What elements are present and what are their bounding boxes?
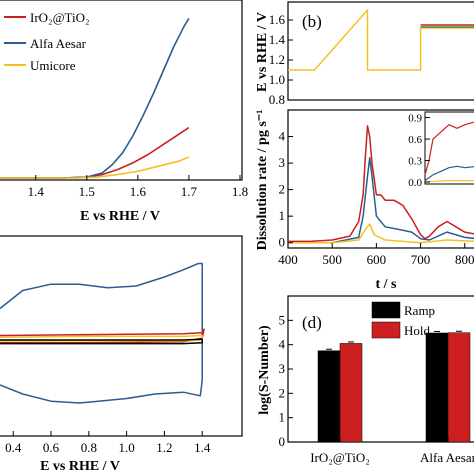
panel-d-ytick-label-0: 5 <box>279 312 286 327</box>
panel-a-xtick-label-0: 1.4 <box>28 184 45 199</box>
panel-c-xtick-label-1: 0.6 <box>43 440 60 455</box>
inset-ytick-label-0: 0.9 <box>408 113 422 125</box>
inset-series-1 <box>424 165 474 182</box>
panel-c-series-3 <box>0 338 203 345</box>
panel-a-series-0 <box>0 126 190 179</box>
legend-swatch-ramp <box>371 301 401 319</box>
inset-series-2 <box>424 180 474 183</box>
panel-d-bar-0-1 <box>339 343 363 443</box>
panel-c-series-0 <box>0 262 203 404</box>
panel-b-bottom-ytick-label-0: 4 <box>279 129 286 144</box>
panel-c-xtick-label-3: 1.0 <box>118 440 134 455</box>
panel-d-bar-1-1 <box>447 332 471 443</box>
panel-a-xtick-label-3: 1.7 <box>181 184 198 199</box>
panel-c-xticks: 0.4 0.6 0.8 1.0 1.2 1.4 <box>5 431 211 455</box>
panel-d-ylabel: log(S-Number) <box>257 325 272 415</box>
panel-b-top-ytick-label-4: 0.8 <box>269 92 285 107</box>
panel-b-top: 1.6 1.4 1.2 1.0 0.8 (b) E vs RHE / V <box>255 1 474 107</box>
panel-c-xtick-label-5: 1.4 <box>194 440 211 455</box>
panel-d-categories: IrO₂@TiO₂ Alfa Aesar <box>310 437 474 465</box>
panel-b-inset: 0.9 0.6 0.3 0.0 <box>408 111 474 189</box>
panel-b-bottom: 4 3 2 1 0 400 500 600 700 800 Dissolution rate /… <box>255 109 474 292</box>
panel-b-label: (b) <box>302 12 322 31</box>
panel-a: 1.4 1.5 1.6 1.7 1.8 E vs RHE / V IrO₂@TiO₂ A… <box>0 0 248 224</box>
panel-b-top-yticks: 1.6 1.4 1.2 1.0 0.8 <box>269 12 293 107</box>
panel-b-bottom-xtick-label-1: 500 <box>322 252 342 267</box>
panel-c-xtick-label-2: 0.8 <box>81 440 97 455</box>
panel-b-bottom-frame <box>287 109 474 249</box>
panel-b-bottom-xtick-label-4: 800 <box>455 252 474 267</box>
panel-d-ytick-label-4: 1 <box>279 410 286 425</box>
panel-c-xtick-label-4: 1.2 <box>156 440 172 455</box>
panel-b-bottom-xtick-label-2: 600 <box>367 252 387 267</box>
panel-b-top-frame <box>287 1 474 101</box>
legend-label-iro2: IrO₂@TiO₂ <box>30 10 90 25</box>
panel-b-top-ytick-label-2: 1.2 <box>269 52 285 67</box>
panel-c-plot <box>0 262 205 404</box>
legend-label-alfa: Alfa Aesar <box>30 36 87 51</box>
panel-a-frame <box>0 0 243 181</box>
panel-d-legend: Ramp Hold <box>371 301 435 339</box>
panel-b-bottom-ytick-label-2: 2 <box>279 182 286 197</box>
panel-d-category-1: Alfa Aesar <box>420 450 474 465</box>
panel-c-xlabel: E vs RHE / V <box>40 459 120 474</box>
panel-a-plot <box>0 17 190 179</box>
panel-b-bottom-ytick-label-1: 3 <box>279 155 286 170</box>
panel-a-series-1 <box>0 17 190 179</box>
panel-c-xtick-label-0: 0.4 <box>5 440 22 455</box>
panel-b-top-ytick-label-1: 1.4 <box>269 32 286 47</box>
panel-b-bottom-xtick-label-0: 400 <box>278 252 298 267</box>
panel-a-xtick-label-4: 1.8 <box>232 184 248 199</box>
legend-swatch-hold <box>371 321 401 339</box>
panel-c-frame <box>0 235 243 437</box>
panel-d-bar-0-0 <box>317 350 341 443</box>
panel-b-top-ytick-label-3: 1.0 <box>269 72 285 87</box>
panel-b-bottom-series-2 <box>288 223 474 244</box>
panel-d: 5 4 3 2 1 0 IrO₂@TiO₂ Alfa Aesar (d) log(S-Num… <box>257 295 474 465</box>
panel-a-xlabel: E vs RHE / V <box>80 209 160 224</box>
inset-ytick-label-1: 0.6 <box>408 134 422 146</box>
legend-label-umicore: Umicore <box>30 58 76 73</box>
panel-b-bottom-ytick-label-4: 0 <box>279 235 286 250</box>
panel-d-plot <box>317 330 471 443</box>
panel-b-top-series-0 <box>288 9 474 71</box>
panel-d-ytick-label-5: 0 <box>279 434 286 449</box>
panel-b-bottom-xlabel: t / s <box>376 277 398 292</box>
panel-b-bottom-ytick-label-3: 1 <box>279 208 286 223</box>
panel-d-yticks: 5 4 3 2 1 0 <box>279 312 293 449</box>
panel-d-ytick-label-3: 2 <box>279 385 286 400</box>
inset-plot <box>424 121 474 183</box>
panel-a-xtick-label-2: 1.6 <box>130 184 147 199</box>
legend-label-hold: Hold <box>404 323 431 338</box>
inset-series-0 <box>424 121 474 175</box>
panel-a-series-2 <box>0 156 190 179</box>
panel-a-xtick-label-1: 1.5 <box>79 184 95 199</box>
inset-ytick-label-3: 0.0 <box>408 177 422 189</box>
panel-b-bottom-series-1 <box>288 157 474 244</box>
panel-d-category-0: IrO₂@TiO₂ <box>310 450 370 465</box>
panel-b-bottom-xticks: 400 500 600 700 800 <box>278 243 474 267</box>
panel-b-bottom-series-0 <box>288 125 474 243</box>
panel-b-bottom-yticks: 4 3 2 1 0 <box>279 129 293 250</box>
panel-b-top-plot <box>288 9 474 71</box>
panel-c-series-2 <box>0 334 203 342</box>
legend-label-ramp: Ramp <box>404 303 435 318</box>
panel-d-ytick-label-1: 4 <box>279 337 286 352</box>
panel-b-bottom-ylabel: Dissolution rate / pg s⁻¹ <box>255 110 270 251</box>
panel-c: 0.4 0.6 0.8 1.0 1.2 1.4 E vs RHE / V <box>0 235 243 474</box>
panel-d-bar-1-0 <box>425 332 449 443</box>
inset-yticks: 0.9 0.6 0.3 0.0 <box>408 113 430 189</box>
panel-b-bottom-xtick-label-3: 700 <box>411 252 431 267</box>
panel-d-ytick-label-2: 3 <box>279 361 286 376</box>
panel-d-label: (d) <box>302 313 322 332</box>
panel-c-series-1 <box>0 328 205 344</box>
inset-frame <box>424 111 474 185</box>
inset-ytick-label-2: 0.3 <box>408 156 422 168</box>
panel-b-top-ytick-label-0: 1.6 <box>269 12 286 27</box>
panel-b-top-ylabel: E vs RHE / V <box>255 12 270 92</box>
panel-a-xticks: 1.4 1.5 1.6 1.7 1.8 <box>28 175 248 199</box>
panel-a-legend: IrO₂@TiO₂ Alfa Aesar Umicore <box>4 10 90 73</box>
panel-b-bottom-plot <box>288 125 474 244</box>
